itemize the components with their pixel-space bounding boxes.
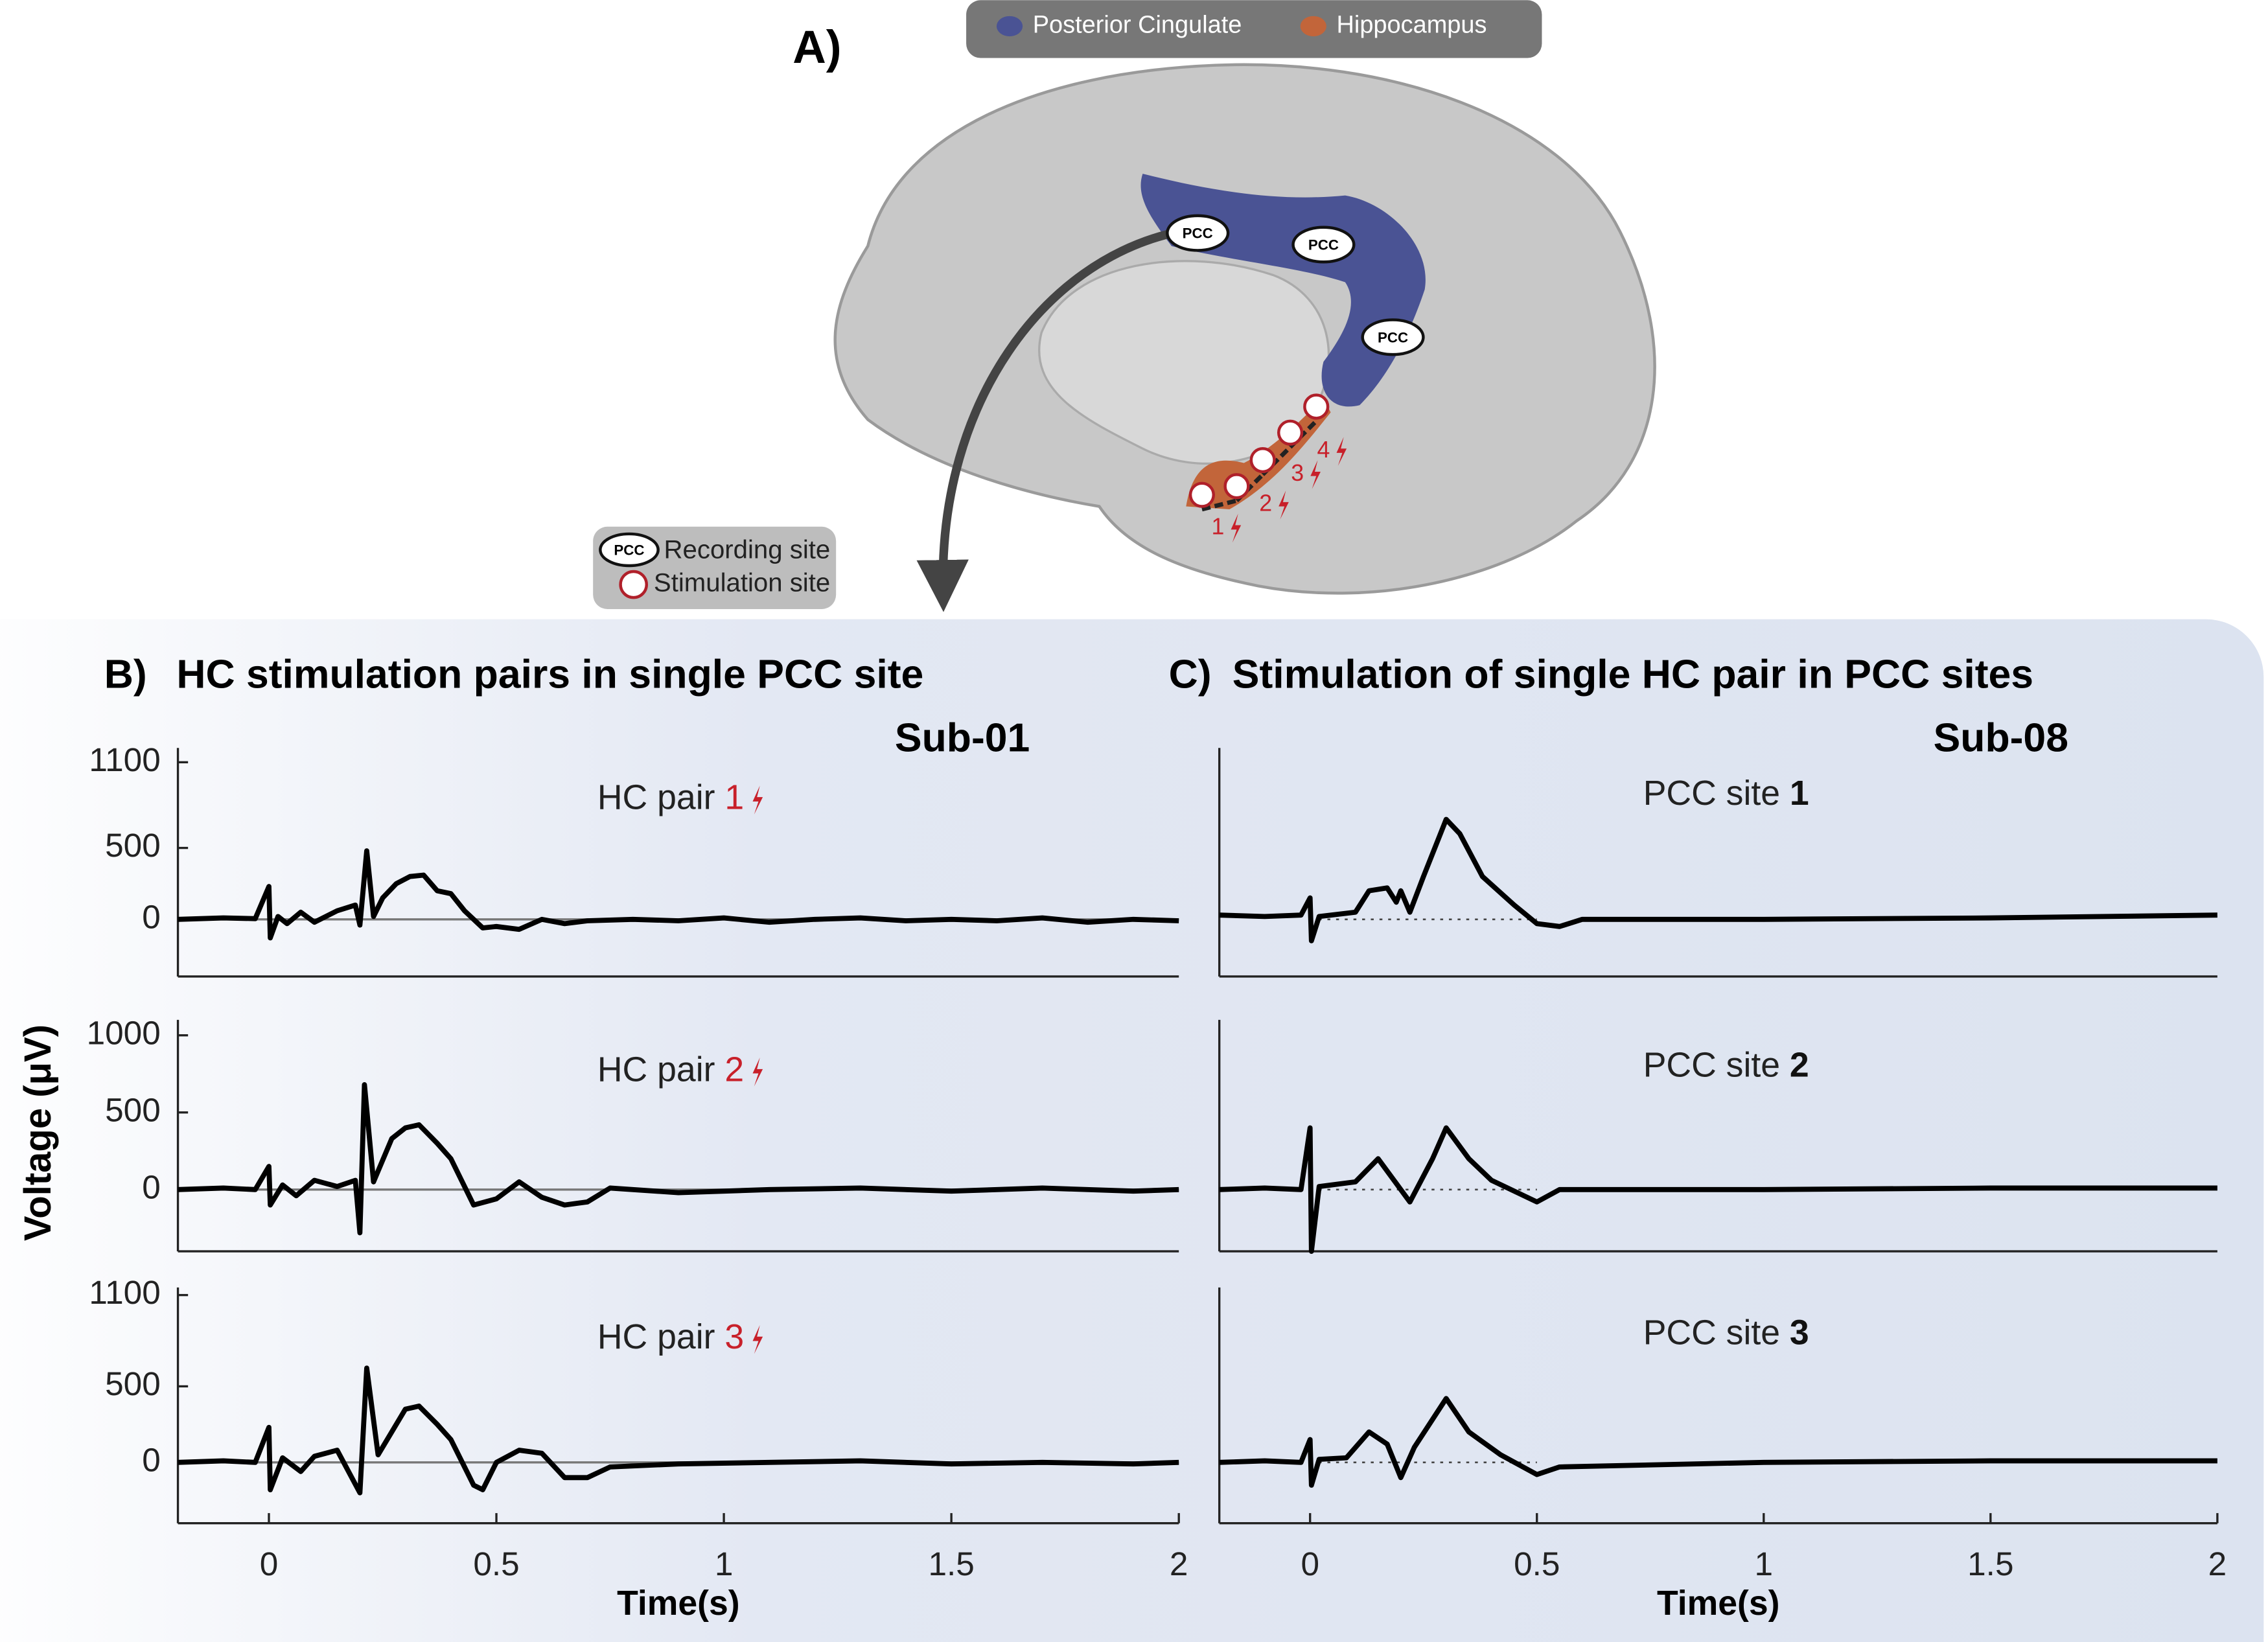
y-tick-label: 500 (105, 1365, 161, 1402)
mean-trace (178, 1082, 1179, 1236)
y-tick-label: 1100 (89, 1274, 160, 1311)
chart-title: HC pair 3 (597, 1318, 744, 1356)
key-recording-symbol: PCC (614, 542, 644, 559)
y-tick-label: 500 (105, 1091, 161, 1128)
legend-label: Posterior Cingulate (1033, 11, 1242, 38)
chart-title: PCC site 1 (1643, 774, 1809, 813)
mean-trace (178, 848, 1179, 941)
legend-swatch (1300, 16, 1326, 37)
legend-box (966, 0, 1542, 58)
stimulation-site (1303, 393, 1330, 420)
x-tick-label: 1.5 (928, 1545, 974, 1582)
x-tick-label: 0 (260, 1545, 279, 1582)
panel-title: Stimulation of single HC pair in PCC sit… (1232, 651, 2033, 697)
chart-title: PCC site 3 (1643, 1314, 1809, 1352)
chart-title-text: HC pair (597, 1050, 715, 1089)
key-label: Recording site (664, 535, 831, 564)
recording-site (1291, 225, 1356, 264)
mean-trace (1219, 1125, 2217, 1254)
chart-title-number: 2 (724, 1050, 744, 1089)
chart-title-number: 1 (724, 779, 744, 817)
chart-title-text: HC pair (597, 779, 715, 817)
arrow (916, 227, 1180, 612)
legend-swatch (996, 16, 1023, 37)
site-number: 4 (1317, 437, 1330, 463)
y-tick-label: 0 (142, 1441, 161, 1478)
panel-label: C) (1169, 651, 1212, 697)
bolt-icon (752, 1057, 763, 1087)
panel-title: HC stimulation pairs in single PCC site (176, 651, 923, 697)
x-axis-label: Time(s) (617, 1584, 740, 1623)
bolt-icon (1310, 460, 1321, 489)
key-stimulation (619, 570, 648, 599)
x-tick-label: 0.5 (1514, 1545, 1560, 1582)
x-tick-label: 0.5 (473, 1545, 519, 1582)
recording-site (1166, 214, 1230, 252)
site-number: 1 (1212, 513, 1225, 539)
panel-label: B) (104, 651, 147, 697)
y-tick-label: 500 (105, 827, 161, 864)
site-link (1201, 498, 1238, 512)
x-tick-label: 2 (2208, 1545, 2227, 1582)
bolt-icon (1279, 490, 1289, 520)
recording-site (1361, 318, 1425, 356)
x-tick-label: 1.5 (1967, 1545, 2013, 1582)
subject-label: Sub-08 (1934, 715, 2068, 761)
y-tick-label: 1000 (87, 1014, 161, 1051)
x-tick-label: 0 (1301, 1545, 1319, 1582)
recording-label: PCC (1378, 329, 1408, 345)
panel-background (0, 619, 2264, 1642)
stimulation-site (1277, 419, 1304, 446)
x-tick-label: 2 (1170, 1545, 1188, 1582)
x-axis-label: Time(s) (1657, 1584, 1780, 1623)
chart-title-number: 2 (1790, 1046, 1809, 1085)
x-tick-label: 1 (1755, 1545, 1774, 1582)
bolt-icon (752, 785, 763, 815)
chart-title-number: 3 (1790, 1314, 1809, 1352)
chart-title: PCC site 2 (1643, 1046, 1809, 1085)
bolt-icon (752, 1324, 763, 1354)
chart-title-text: HC pair (597, 1318, 715, 1356)
site-number: 2 (1259, 491, 1272, 516)
y-tick-label: 1100 (89, 741, 160, 778)
chart-title-number: 3 (724, 1318, 744, 1356)
chart-title-text: PCC site (1643, 1046, 1780, 1085)
recording-label: PCC (1308, 237, 1339, 253)
mean-trace (1219, 1396, 2217, 1488)
chart-title-number: 1 (1790, 774, 1809, 813)
chart-title-text: PCC site (1643, 774, 1780, 813)
chart-title: HC pair 1 (597, 779, 744, 817)
bolt-icon (1231, 513, 1242, 543)
y-axis-label: Voltage (μV) (17, 1024, 59, 1241)
stimulation-site (1249, 446, 1276, 474)
subject-label: Sub-01 (895, 715, 1030, 761)
key-label: Stimulation site (654, 568, 830, 597)
y-tick-label: 0 (142, 898, 161, 935)
stimulation-site (1188, 481, 1216, 508)
mean-trace (178, 1365, 1179, 1496)
panel-label: A) (793, 21, 841, 73)
x-tick-label: 1 (715, 1545, 734, 1582)
hc-region (1186, 398, 1331, 509)
chart-title-text: PCC site (1643, 1314, 1780, 1352)
bolt-icon (1336, 437, 1347, 467)
recording-label: PCC (1183, 225, 1213, 242)
site-number: 3 (1291, 460, 1304, 486)
stimulation-site (1223, 473, 1250, 500)
y-tick-label: 0 (142, 1168, 161, 1205)
legend-label: Hippocampus (1336, 11, 1487, 38)
mean-trace (1219, 816, 2217, 943)
key-recording (599, 532, 660, 568)
chart-title: HC pair 2 (597, 1050, 744, 1089)
